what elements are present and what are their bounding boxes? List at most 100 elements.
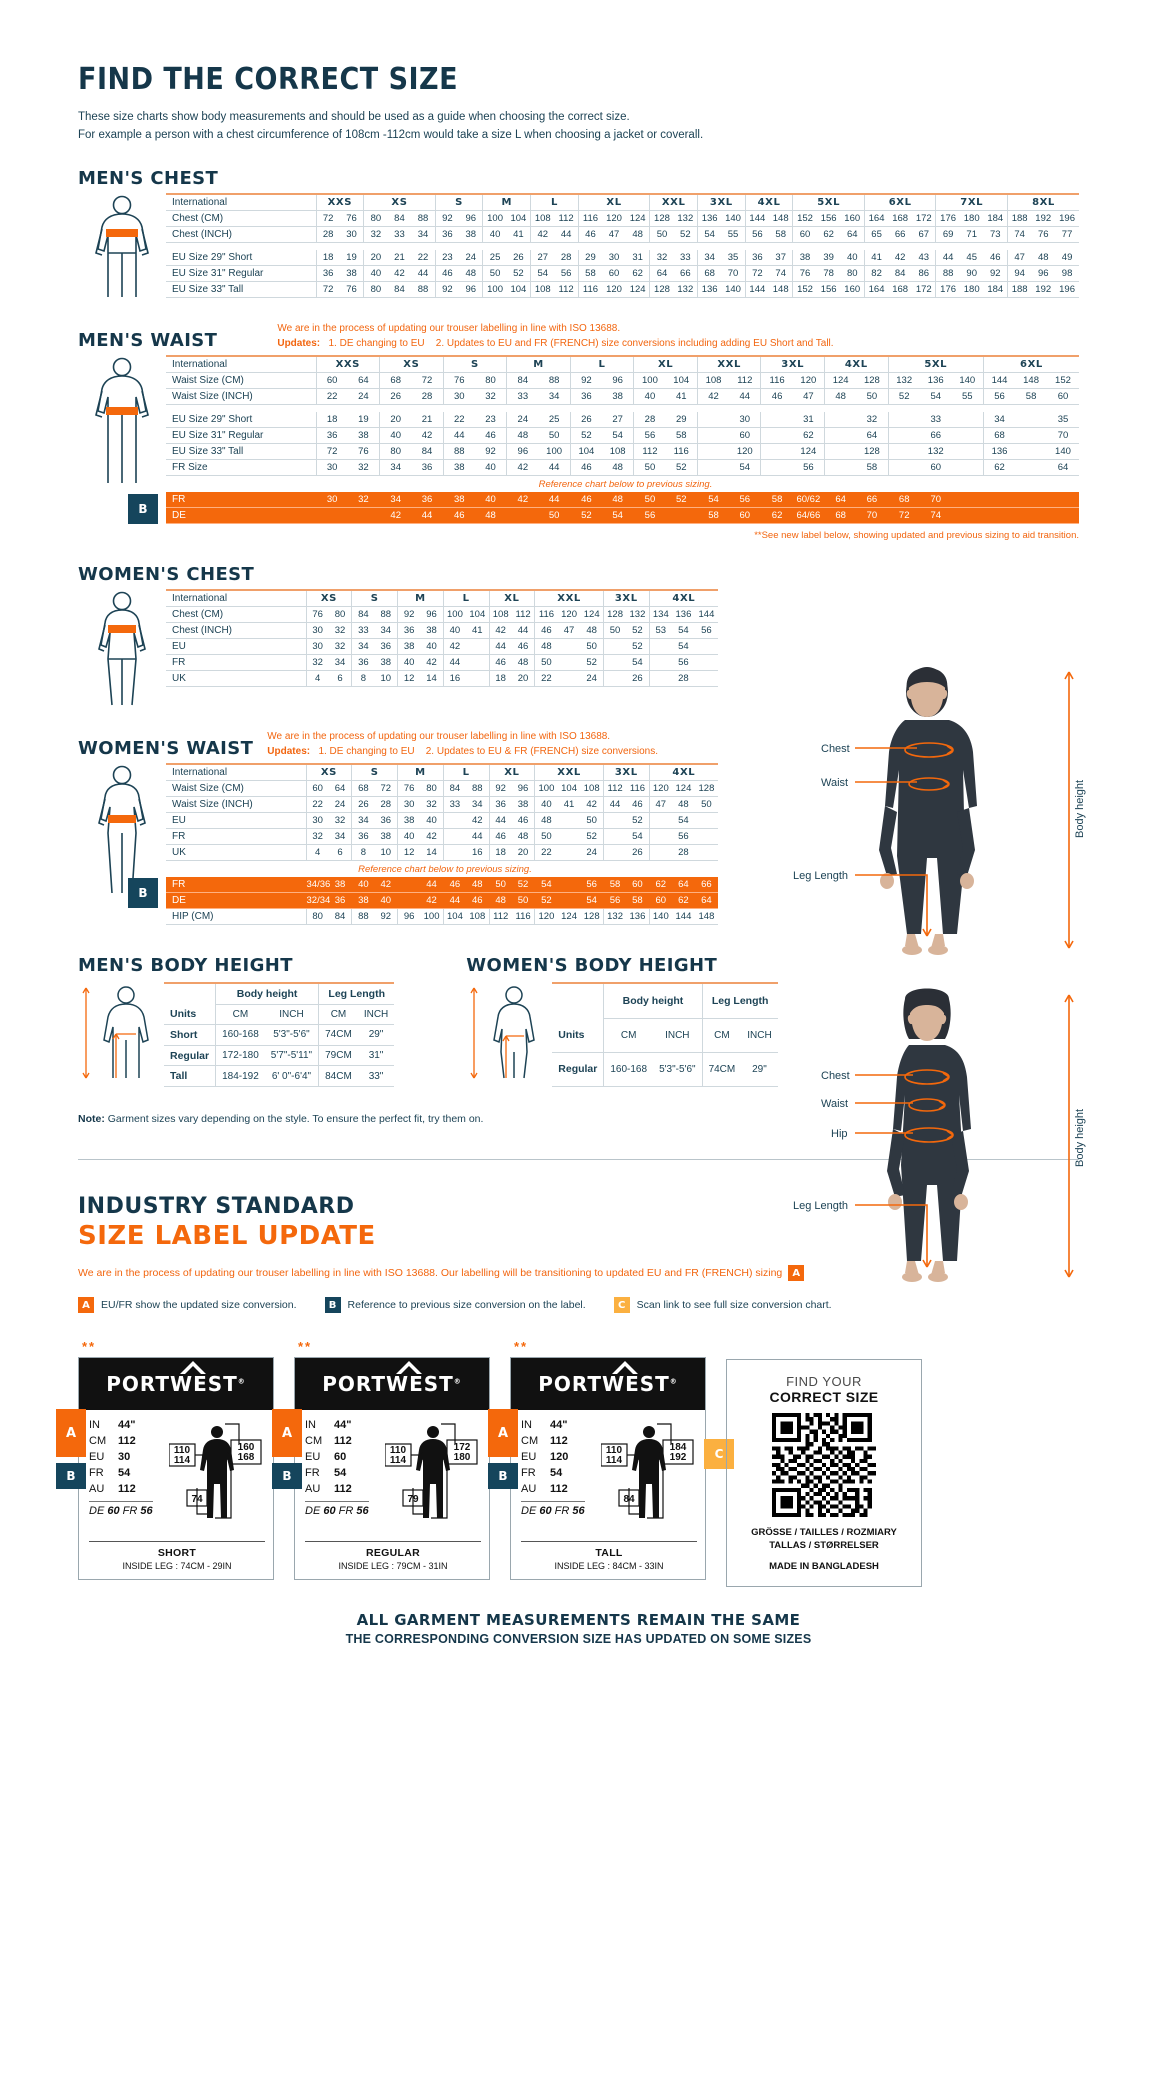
svg-text:168: 168 xyxy=(238,1452,255,1463)
bh-group-leg-length: Leg Length xyxy=(318,982,395,1005)
cell xyxy=(694,638,718,656)
cell: 28 xyxy=(411,388,444,405)
cell: 84 xyxy=(387,281,412,299)
tag-c-card: C xyxy=(704,1439,734,1470)
cell: 32 xyxy=(328,638,352,656)
previous-sizing: DE 60 FR 56 xyxy=(521,1500,585,1520)
cell: 44 xyxy=(411,265,436,283)
cell xyxy=(648,828,672,846)
cell: 152 xyxy=(792,281,817,299)
cell: 188 xyxy=(1006,281,1032,299)
cell: 33 xyxy=(919,412,952,429)
qr-code[interactable] xyxy=(772,1413,876,1518)
cell: 50 xyxy=(534,654,558,672)
cell: 36 xyxy=(328,892,352,910)
svg-text:192: 192 xyxy=(670,1452,687,1463)
portwest-chevron-icon xyxy=(180,1361,207,1375)
spec-list: IN 44" CM 112 EU 30 FR 54 AU 112 DE 60 FR 56 xyxy=(89,1418,153,1535)
cell xyxy=(887,443,920,461)
cell: 116 xyxy=(626,780,650,798)
cell: 33 xyxy=(351,622,375,640)
cell: 38 xyxy=(511,796,535,814)
cell: 54 xyxy=(697,226,722,243)
cell: 96 xyxy=(459,281,483,299)
cell: 160-168 xyxy=(215,1024,265,1046)
cell: 36 xyxy=(488,796,512,814)
cell: 33 xyxy=(442,796,467,814)
cell: 54 xyxy=(672,638,695,656)
cell: 32 xyxy=(649,250,674,267)
tag-b: B xyxy=(324,1297,341,1314)
cell: 22 xyxy=(305,796,329,814)
spec-key: AU xyxy=(305,1482,321,1495)
cell: 184 xyxy=(983,281,1008,299)
cell: 36 xyxy=(569,388,603,405)
cell: 112 xyxy=(602,780,627,798)
size-header-xs: XS xyxy=(363,192,436,211)
cell xyxy=(557,844,581,862)
cell: 62 xyxy=(672,892,695,910)
page-title: FIND THE CORRECT SIZE xyxy=(78,62,459,97)
cell: 144 xyxy=(744,210,770,227)
cell: 52 xyxy=(665,492,698,509)
bh-group-body-height: Body height xyxy=(215,982,319,1005)
cell: 50 xyxy=(694,796,718,814)
cell: 96 xyxy=(1031,265,1056,283)
cell: 104 xyxy=(557,780,581,798)
size-header-s: S xyxy=(351,763,398,782)
cell: 44 xyxy=(466,828,489,846)
cell: 68 xyxy=(697,265,722,283)
cell: 46 xyxy=(434,265,460,283)
svg-text:74: 74 xyxy=(191,1494,203,1505)
cell: 50 xyxy=(534,828,558,846)
cell: 120 xyxy=(534,908,558,926)
cell: 180 xyxy=(959,210,984,227)
cell: 88 xyxy=(442,443,475,461)
legend-text: Reference to previous size conversion on… xyxy=(347,1299,586,1312)
svg-text:160: 160 xyxy=(238,1442,255,1453)
cell xyxy=(696,412,730,429)
female-model-icon: Chest Waist Hip Leg Length Body height xyxy=(793,988,1086,1282)
spec-value: 44" xyxy=(118,1419,136,1432)
reference-note-row: Reference chart below to previous sizing… xyxy=(166,861,718,878)
cell: 124 xyxy=(625,281,650,299)
notice-updates-label-w: Updates: xyxy=(267,746,311,758)
fit-name: TALL xyxy=(595,1547,623,1560)
size-header-5xl: 5XL xyxy=(887,354,984,373)
cell: 54 xyxy=(626,828,650,846)
cell: 50 xyxy=(580,638,604,656)
cell: 52 xyxy=(665,459,698,477)
bh-col-cm: CM xyxy=(701,1018,742,1053)
cell: 60 xyxy=(792,226,817,243)
cell xyxy=(442,828,467,846)
svg-text:172: 172 xyxy=(454,1442,471,1453)
cell xyxy=(824,412,857,429)
spec-key: EU xyxy=(89,1451,105,1463)
cell: 77 xyxy=(1055,226,1079,243)
tag-a-card: A xyxy=(56,1409,86,1458)
cell: 8 xyxy=(351,670,375,688)
cell: 164 xyxy=(863,281,889,299)
womens-chest-table: International XS S M L XL XXL 3XL 4XL Chest (CM) 7… xyxy=(166,589,718,688)
table-row: HIP (CM) 80 84 88 92 96 100 104 108 112 116 120 124 1… xyxy=(166,908,718,926)
cell: 108 xyxy=(530,281,555,299)
cell: 76 xyxy=(397,780,421,798)
cell: 72 xyxy=(411,372,444,389)
cell: 80 xyxy=(363,210,388,227)
cell: 14 xyxy=(420,670,444,688)
cell: 134 xyxy=(648,606,672,624)
cell: 50 xyxy=(856,388,889,405)
cell: 100 xyxy=(482,210,507,227)
transition-text: We are in the process of updating our tr… xyxy=(78,1267,783,1280)
cell: 19 xyxy=(339,250,364,267)
cell: 19 xyxy=(347,412,380,429)
cell: 26 xyxy=(506,250,531,267)
cell: 64 xyxy=(328,780,352,798)
cell: 96 xyxy=(511,780,535,798)
cell: 54 xyxy=(602,507,634,525)
cell: 156 xyxy=(816,210,841,227)
cell: 20 xyxy=(363,250,388,267)
cell: 52 xyxy=(673,226,698,243)
cell: 46 xyxy=(488,654,512,672)
